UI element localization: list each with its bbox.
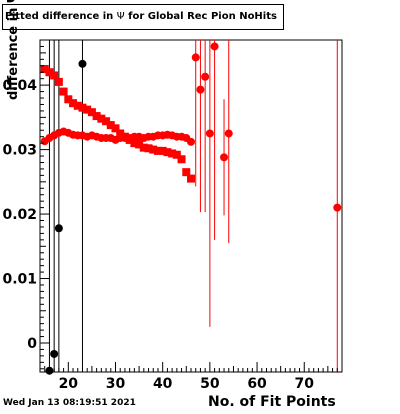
x-tick-label: 20 (59, 376, 79, 392)
data-point-square (73, 101, 82, 110)
data-point-square (172, 150, 181, 159)
data-point-square (111, 124, 120, 133)
chart-title: Fitted difference in Ψ for Global Rec Pi… (2, 4, 284, 30)
data-point-square (102, 117, 111, 126)
y-tick-label: 0.04 (2, 78, 37, 94)
data-point-square (106, 121, 115, 130)
x-tick-label: 50 (200, 376, 220, 392)
data-point-square (97, 114, 106, 123)
data-point-square (187, 174, 195, 183)
data-point-square (40, 65, 49, 74)
y-tick-label: 0.01 (2, 272, 37, 288)
data-point-circle (224, 129, 233, 138)
data-point-square (69, 99, 78, 108)
data-point-square (59, 87, 68, 96)
title-suffix: for Global Rec Pion NoHits (124, 11, 277, 22)
x-tick-label: 30 (106, 376, 126, 392)
data-point-circle (201, 72, 210, 81)
title-prefix: Fitted difference in (5, 11, 117, 22)
data-point-square (135, 140, 144, 149)
data-point-circle (54, 224, 63, 233)
data-point-square (144, 144, 153, 153)
data-point-circle (205, 129, 214, 138)
y-tick-label: 0.02 (2, 207, 37, 223)
y-tick-label: 0 (27, 336, 37, 352)
data-point-square (130, 139, 139, 148)
x-tick-label: 60 (247, 376, 267, 392)
data-point-square (182, 168, 191, 177)
data-point-circle (191, 53, 200, 62)
data-point-circle (50, 349, 59, 358)
data-point-square (50, 71, 59, 80)
data-point-square (64, 95, 73, 104)
x-tick-label: 70 (295, 376, 315, 392)
data-point-square (149, 145, 158, 154)
data-point-square (45, 68, 54, 77)
data-point-square (87, 108, 96, 117)
x-tick-label: 40 (153, 376, 173, 392)
data-point-circle (210, 42, 219, 51)
title-symbol: Ψ (116, 11, 125, 22)
data-point-square (177, 155, 186, 164)
data-point-square (78, 103, 87, 112)
data-point-square (139, 143, 148, 152)
data-point-square (116, 129, 125, 138)
data-point-square (158, 146, 167, 155)
data-point-circle (78, 59, 87, 68)
data-point-square (54, 77, 63, 86)
data-point-square (163, 148, 172, 157)
data-point-circle (333, 203, 342, 212)
x-axis-label: No. of Fit Points (208, 394, 336, 410)
y-axis-label: difference in Ψ (6, 0, 21, 100)
plot-frame (39, 39, 343, 373)
data-point-square (92, 112, 101, 121)
footer-date: Wed Jan 13 08:19:51 2021 (3, 398, 136, 408)
data-point-circle (220, 153, 229, 162)
data-point-square (168, 149, 177, 158)
data-point-circle (196, 85, 205, 94)
data-point-square (83, 105, 92, 114)
data-point-square (153, 146, 162, 155)
data-point-circle (187, 137, 195, 146)
y-tick-label: 0.03 (2, 143, 37, 159)
